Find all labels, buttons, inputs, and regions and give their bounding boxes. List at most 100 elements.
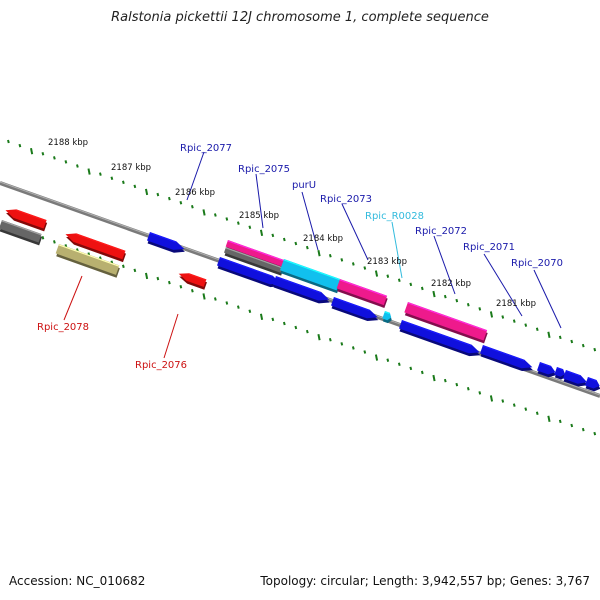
feature-rev-1[interactable] [3, 206, 48, 232]
scale-tick [558, 419, 562, 424]
accession-text: Accession: NC_010682 [9, 574, 146, 588]
leader-purU [301, 191, 319, 251]
scale-tick [351, 262, 355, 266]
scale-tick [317, 334, 321, 341]
scale-tick [420, 370, 424, 375]
feature-fwd-1[interactable] [146, 232, 187, 256]
gene-label-Rpic_2071[interactable]: Rpic_2071 [463, 242, 515, 253]
scale-tick [167, 196, 171, 201]
scale-tick [248, 225, 252, 229]
leader-Rpic_2073 [341, 203, 369, 261]
scale-label-2183: 2183 kbp [367, 257, 407, 267]
scale-tick [386, 358, 390, 362]
scale-tick [167, 280, 171, 285]
feature-fwd-3[interactable] [272, 276, 332, 307]
scale-tick [386, 274, 390, 278]
scale-tick [259, 313, 264, 320]
scale-tick [282, 321, 286, 326]
feature-pseudo-1[interactable] [0, 220, 43, 246]
scale-tick [87, 168, 91, 175]
gene-label-Rpic_2072[interactable]: Rpic_2072 [415, 226, 467, 237]
scale-tick [501, 315, 505, 319]
scale-tick [397, 362, 401, 367]
scale-tick [236, 221, 240, 225]
scale-tick [225, 217, 229, 221]
scale-tick [294, 241, 298, 246]
feature-Rpic_2071[interactable] [479, 345, 535, 374]
scale-tick [271, 317, 275, 322]
scale-tick [133, 184, 137, 189]
scale-tick [351, 346, 355, 350]
feature-Rpic_2076[interactable] [176, 270, 207, 290]
scale-tick [259, 229, 264, 236]
scale-tick [305, 329, 309, 334]
scale-tick [489, 311, 494, 318]
feature-rev-2[interactable] [63, 230, 127, 263]
gene-label-Rpic_2070[interactable]: Rpic_2070 [511, 258, 563, 269]
leader-Rpic_2071 [483, 253, 523, 317]
scale-tick [202, 293, 206, 300]
scale-tick [397, 278, 401, 283]
scale-label-2186: 2186 kbp [175, 188, 215, 198]
scale-tick [110, 176, 114, 180]
gene-label-Rpic_2076[interactable]: Rpic_2076 [135, 360, 187, 371]
feature-Rpic_2078[interactable] [55, 244, 121, 278]
scale-tick [271, 233, 275, 238]
scale-tick [236, 305, 240, 309]
scale-tick [570, 339, 574, 344]
feature-fwd-8[interactable] [584, 377, 600, 393]
scale-tick [570, 423, 574, 428]
leader-Rpic_2078 [63, 275, 83, 321]
scale-tick [99, 172, 102, 176]
gene-label-Rpic_2075[interactable]: Rpic_2075 [238, 164, 290, 175]
scale-label-2187: 2187 kbp [111, 163, 151, 173]
scale-tick [409, 366, 413, 371]
scale-tick [340, 342, 344, 346]
feature-Rpic_2070[interactable] [562, 370, 590, 389]
scale-tick [144, 272, 149, 280]
scale-tick [179, 284, 183, 289]
scale-tick [432, 374, 436, 382]
gene-label-Rpic_R0028[interactable]: Rpic_R0028 [365, 211, 424, 222]
scale-tick [190, 205, 194, 209]
scale-tick [443, 294, 447, 299]
feature-pseudo-2[interactable] [223, 247, 284, 276]
scale-tick [225, 301, 229, 305]
scale-label-2181: 2181 kbp [496, 299, 536, 309]
scale-tick [581, 427, 585, 432]
feature-purU[interactable] [279, 259, 342, 294]
scale-tick [53, 156, 56, 160]
feature-fwd-4[interactable] [330, 297, 380, 324]
feature-Rpic_2072[interactable] [403, 302, 488, 344]
leader-Rpic_2075 [255, 173, 264, 229]
scale-tick [524, 323, 528, 327]
scale-tick [466, 387, 470, 391]
scale-tick [18, 143, 22, 148]
scale-tick [41, 235, 45, 240]
feature-fwd-2[interactable] [216, 257, 283, 290]
leader-Rpic_2070 [533, 269, 562, 329]
gene-label-purU[interactable]: purU [292, 180, 316, 191]
feature-fwd-6[interactable] [536, 362, 558, 379]
feature-Rpic_2073[interactable] [336, 279, 389, 309]
scale-tick [501, 399, 505, 403]
gene-label-Rpic_2073[interactable]: Rpic_2073 [320, 194, 372, 205]
gene-label-Rpic_2078[interactable]: Rpic_2078 [37, 322, 89, 333]
scale-tick [328, 338, 332, 342]
scale-tick [512, 319, 516, 323]
scale-tick [328, 254, 332, 258]
scale-tick [547, 331, 551, 339]
feature-Rpic_R0028[interactable] [381, 311, 393, 324]
scale-tick [374, 270, 379, 277]
scale-tick [547, 415, 551, 423]
scale-tick [581, 343, 585, 348]
scale-label-2185: 2185 kbp [239, 211, 279, 221]
gene-label-Rpic_2077[interactable]: Rpic_2077 [180, 143, 232, 154]
scale-labels: 2188 kbp 2187 kbp 2186 kbp 2185 kbp 2184… [48, 138, 536, 309]
scale-tick [156, 192, 160, 197]
feature-fwd-5[interactable] [398, 320, 482, 359]
feature-fwd-7[interactable] [553, 367, 567, 381]
gene-features [0, 206, 600, 393]
scale-tick [593, 347, 597, 352]
